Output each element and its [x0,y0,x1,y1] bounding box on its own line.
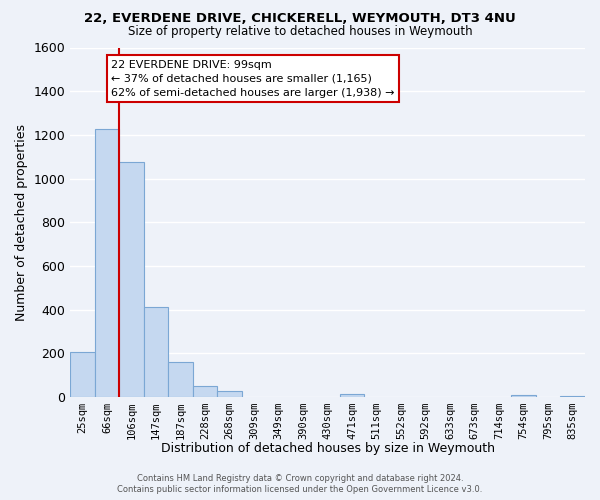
Bar [560,396,585,397]
Y-axis label: Number of detached properties: Number of detached properties [15,124,28,320]
Bar [70,352,95,397]
Bar [193,386,217,397]
Bar [144,308,169,397]
Bar [95,130,119,397]
Text: 22, EVERDENE DRIVE, CHICKERELL, WEYMOUTH, DT3 4NU: 22, EVERDENE DRIVE, CHICKERELL, WEYMOUTH… [84,12,516,26]
Bar [511,394,536,397]
Text: Size of property relative to detached houses in Weymouth: Size of property relative to detached ho… [128,25,472,38]
Bar [340,394,364,397]
Text: 22 EVERDENE DRIVE: 99sqm
← 37% of detached houses are smaller (1,165)
62% of sem: 22 EVERDENE DRIVE: 99sqm ← 37% of detach… [112,60,395,98]
Bar [217,392,242,397]
Bar [119,162,144,397]
X-axis label: Distribution of detached houses by size in Weymouth: Distribution of detached houses by size … [161,442,494,455]
Text: Contains HM Land Registry data © Crown copyright and database right 2024.
Contai: Contains HM Land Registry data © Crown c… [118,474,482,494]
Bar [169,362,193,397]
